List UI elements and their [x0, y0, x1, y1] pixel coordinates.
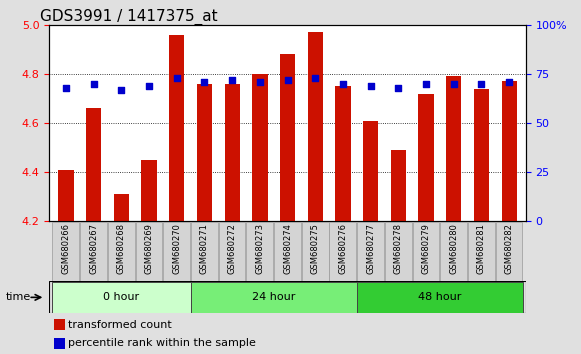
Text: percentile rank within the sample: percentile rank within the sample [69, 338, 256, 348]
Bar [225, 84, 240, 221]
Point [62, 85, 71, 91]
Text: GSM680267: GSM680267 [89, 223, 98, 274]
Point [366, 83, 375, 88]
Point [504, 79, 514, 85]
FancyBboxPatch shape [329, 222, 356, 281]
FancyBboxPatch shape [80, 222, 107, 281]
Point [145, 83, 154, 88]
Point [311, 75, 320, 81]
Bar [280, 54, 295, 221]
FancyBboxPatch shape [440, 222, 467, 281]
Text: GSM680274: GSM680274 [283, 223, 292, 274]
Bar [197, 84, 212, 221]
Text: GSM680268: GSM680268 [117, 223, 126, 274]
Bar [114, 194, 129, 221]
Bar [501, 81, 517, 221]
Point [200, 79, 209, 85]
Point [477, 81, 486, 87]
Point [421, 81, 431, 87]
Text: GDS3991 / 1417375_at: GDS3991 / 1417375_at [40, 8, 217, 25]
FancyBboxPatch shape [274, 222, 301, 281]
Bar [446, 76, 461, 221]
Bar [142, 160, 157, 221]
Text: 0 hour: 0 hour [103, 292, 139, 302]
Text: GSM680278: GSM680278 [394, 223, 403, 274]
Text: GSM680272: GSM680272 [228, 223, 236, 274]
Bar [363, 121, 378, 221]
Bar [418, 93, 433, 221]
Bar [391, 150, 406, 221]
FancyBboxPatch shape [52, 282, 191, 313]
Point [338, 81, 347, 87]
Text: time: time [6, 292, 31, 302]
FancyBboxPatch shape [191, 282, 357, 313]
Text: GSM680277: GSM680277 [366, 223, 375, 274]
Text: GSM680279: GSM680279 [422, 223, 431, 274]
Bar [308, 32, 323, 221]
Bar [58, 170, 74, 221]
Text: GSM680266: GSM680266 [62, 223, 70, 274]
Bar [252, 74, 267, 221]
Text: GSM680269: GSM680269 [145, 223, 153, 274]
Bar [474, 88, 489, 221]
Text: GSM680280: GSM680280 [449, 223, 458, 274]
FancyBboxPatch shape [357, 282, 523, 313]
Text: 24 hour: 24 hour [252, 292, 295, 302]
Bar [54, 319, 64, 330]
Text: GSM680281: GSM680281 [477, 223, 486, 274]
Bar [54, 338, 64, 349]
Text: transformed count: transformed count [69, 320, 172, 330]
Point [228, 77, 237, 82]
FancyBboxPatch shape [108, 222, 135, 281]
FancyBboxPatch shape [468, 222, 495, 281]
FancyBboxPatch shape [191, 222, 218, 281]
Text: GSM680270: GSM680270 [173, 223, 181, 274]
FancyBboxPatch shape [385, 222, 412, 281]
Point [117, 87, 126, 92]
Point [255, 79, 264, 85]
Text: GSM680271: GSM680271 [200, 223, 209, 274]
FancyBboxPatch shape [218, 222, 246, 281]
Point [172, 75, 181, 81]
FancyBboxPatch shape [163, 222, 190, 281]
Bar [86, 108, 101, 221]
Point [449, 81, 458, 87]
FancyBboxPatch shape [413, 222, 439, 281]
Point [283, 77, 292, 82]
Point [89, 81, 98, 87]
FancyBboxPatch shape [246, 222, 273, 281]
FancyBboxPatch shape [52, 222, 79, 281]
FancyBboxPatch shape [135, 222, 163, 281]
Point [394, 85, 403, 91]
Text: GSM680273: GSM680273 [256, 223, 264, 274]
FancyBboxPatch shape [496, 222, 522, 281]
FancyBboxPatch shape [357, 222, 384, 281]
Text: GSM680276: GSM680276 [339, 223, 347, 274]
Text: 48 hour: 48 hour [418, 292, 462, 302]
Text: GSM680275: GSM680275 [311, 223, 320, 274]
FancyBboxPatch shape [302, 222, 329, 281]
Text: GSM680282: GSM680282 [505, 223, 514, 274]
Bar [169, 35, 184, 221]
Bar [335, 86, 350, 221]
